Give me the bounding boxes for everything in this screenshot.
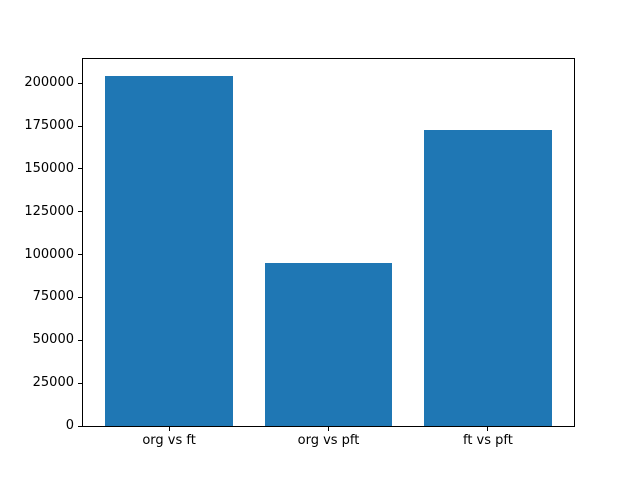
- y-tick-label: 125000: [24, 203, 74, 219]
- y-tick-label: 100000: [24, 246, 74, 262]
- y-tick-mark: [78, 425, 82, 427]
- y-tick-mark: [78, 382, 82, 384]
- y-tick-label: 200000: [24, 75, 74, 91]
- y-tick-label: 50000: [32, 332, 74, 348]
- x-tick-label: org vs pft: [297, 433, 360, 448]
- x-tick-label: ft vs pft: [462, 433, 513, 448]
- y-tick-mark: [78, 296, 82, 298]
- bar-org-vs-ft: [105, 76, 233, 426]
- x-tick-mark: [168, 427, 170, 431]
- bar-ft-vs-pft: [424, 129, 552, 426]
- x-tick-mark: [487, 427, 489, 431]
- y-tick-label: 150000: [24, 160, 74, 176]
- y-tick-label: 0: [65, 418, 74, 433]
- y-tick-mark: [78, 168, 82, 170]
- x-tick-mark: [328, 427, 329, 431]
- y-tick-label: 25000: [32, 375, 74, 391]
- plot-area: org vs ft org vs pft ft vs pft 0 25000 50000 7…: [24, 58, 575, 448]
- bar-org-vs-pft: [264, 263, 393, 426]
- y-tick-mark: [78, 211, 82, 213]
- x-tick-label: org vs ft: [142, 433, 196, 448]
- y-tick-mark: [78, 339, 82, 341]
- y-tick-mark: [78, 254, 82, 256]
- y-tick-label: 175000: [24, 118, 74, 134]
- y-tick-mark: [78, 82, 82, 84]
- y-tick-mark: [78, 125, 82, 127]
- y-tick-label: 75000: [32, 289, 74, 305]
